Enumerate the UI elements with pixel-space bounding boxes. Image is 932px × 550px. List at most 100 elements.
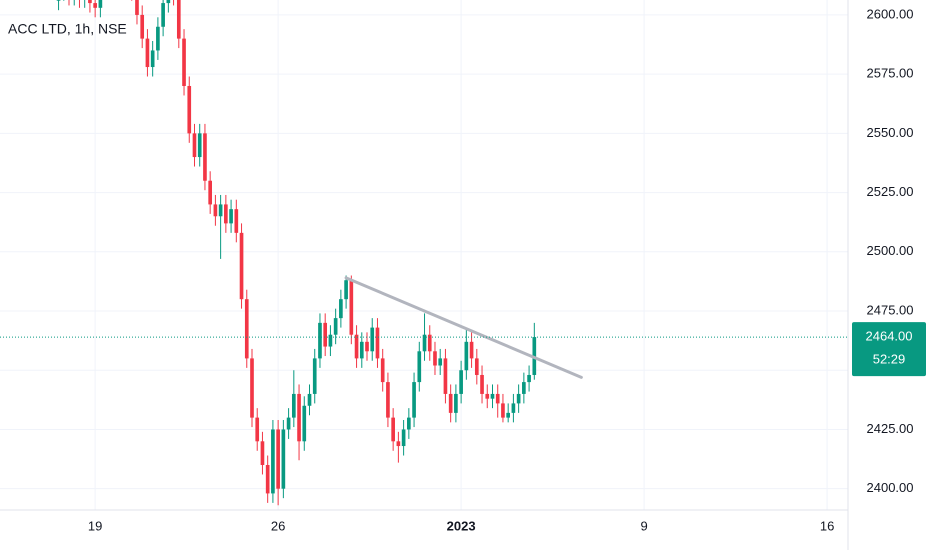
candle-body [511, 403, 516, 413]
candle-body [218, 204, 223, 217]
candle-body [469, 341, 474, 359]
candle-body [464, 341, 469, 371]
candle-body [182, 38, 186, 86]
candle-body [328, 334, 333, 347]
candle-body [93, 3, 97, 8]
candle-body [145, 38, 150, 68]
candle-body [244, 299, 249, 359]
candle-body [448, 393, 453, 413]
candle-body [474, 358, 479, 375]
x-tick-label: 26 [271, 518, 285, 533]
candle-body [156, 26, 160, 51]
chart-title: ACC LTD, 1h, NSE [8, 21, 127, 37]
candle-body [359, 341, 364, 359]
candle-body [176, 0, 181, 39]
candle-body [135, 0, 139, 15]
candle-body [480, 374, 484, 394]
y-tick-label: 2500.00 [867, 243, 914, 258]
last-price-label: 2464.00 [866, 329, 913, 344]
candle-body [344, 280, 348, 300]
candle-body [422, 334, 427, 352]
x-tick-label: 9 [640, 518, 647, 533]
y-tick-label: 2400.00 [867, 480, 914, 495]
candle-body [349, 280, 354, 335]
candle-body [323, 322, 328, 347]
candle-body [229, 209, 233, 224]
candle-body [192, 133, 197, 158]
candle-body [391, 417, 395, 442]
candle-body [265, 464, 270, 494]
candle-body [417, 351, 422, 383]
candle-body [291, 393, 296, 418]
candle-body [365, 341, 369, 352]
candle-body [318, 322, 322, 359]
candle-body [386, 382, 390, 418]
x-tick-label: 19 [88, 518, 102, 533]
candle-body [250, 358, 254, 418]
grid [0, 0, 848, 510]
candle-body [276, 429, 280, 489]
candle-body [281, 429, 286, 489]
candle-body [527, 374, 531, 383]
candle-body [339, 299, 343, 319]
candle-body [166, 0, 171, 4]
candle-body [490, 393, 495, 399]
candle-body [506, 412, 511, 418]
candle-body [354, 334, 359, 359]
candle-body [161, 3, 165, 27]
candle-body [333, 318, 338, 335]
candle-body [187, 85, 192, 134]
y-tick-label: 2425.00 [867, 421, 914, 436]
candle-body [412, 382, 416, 418]
candle-body [307, 393, 312, 406]
candle-body [396, 441, 401, 447]
last-price-box [852, 322, 926, 377]
y-tick-label: 2475.00 [867, 302, 914, 317]
candle-body [234, 209, 239, 233]
candle-body [302, 405, 307, 442]
plot-area [0, 0, 848, 506]
countdown: 52:29 [873, 352, 906, 367]
candle-body [224, 204, 228, 224]
candle-body [427, 334, 432, 352]
candle-body [98, 0, 103, 8]
candle-body [522, 382, 526, 394]
y-tick-label: 2600.00 [867, 6, 914, 21]
candle-body [271, 429, 275, 494]
candle-body [375, 327, 380, 359]
y-tick-label: 2525.00 [867, 184, 914, 199]
candle-body [495, 393, 500, 404]
candle-body [459, 370, 463, 394]
candle-body [401, 429, 406, 447]
candle-body [433, 351, 437, 366]
candle-body [197, 133, 202, 158]
y-tick-label: 2575.00 [867, 66, 914, 81]
x-tick-label: 2023 [447, 518, 476, 533]
candle-body [213, 204, 218, 217]
candle-body [208, 180, 212, 205]
candle-body [297, 393, 301, 442]
candle-body [255, 417, 260, 442]
candle-body [407, 417, 411, 430]
candle-body [150, 50, 155, 68]
candle-body [443, 358, 448, 394]
candle-body [239, 232, 244, 300]
trend-line [344, 276, 583, 379]
candle-body [380, 358, 385, 383]
candle-body [454, 393, 458, 413]
candle-body [260, 441, 265, 465]
candle-body [286, 417, 291, 430]
candle-body [56, 0, 61, 1]
x-tick-label: 16 [820, 518, 834, 533]
candle-body [501, 403, 505, 418]
candle-body [88, 0, 92, 4]
candle-body [312, 358, 317, 394]
candle-body [140, 14, 145, 39]
candle-body [485, 393, 490, 399]
candle-body [438, 358, 443, 366]
candle-body [370, 327, 375, 352]
candle-body [203, 133, 207, 181]
